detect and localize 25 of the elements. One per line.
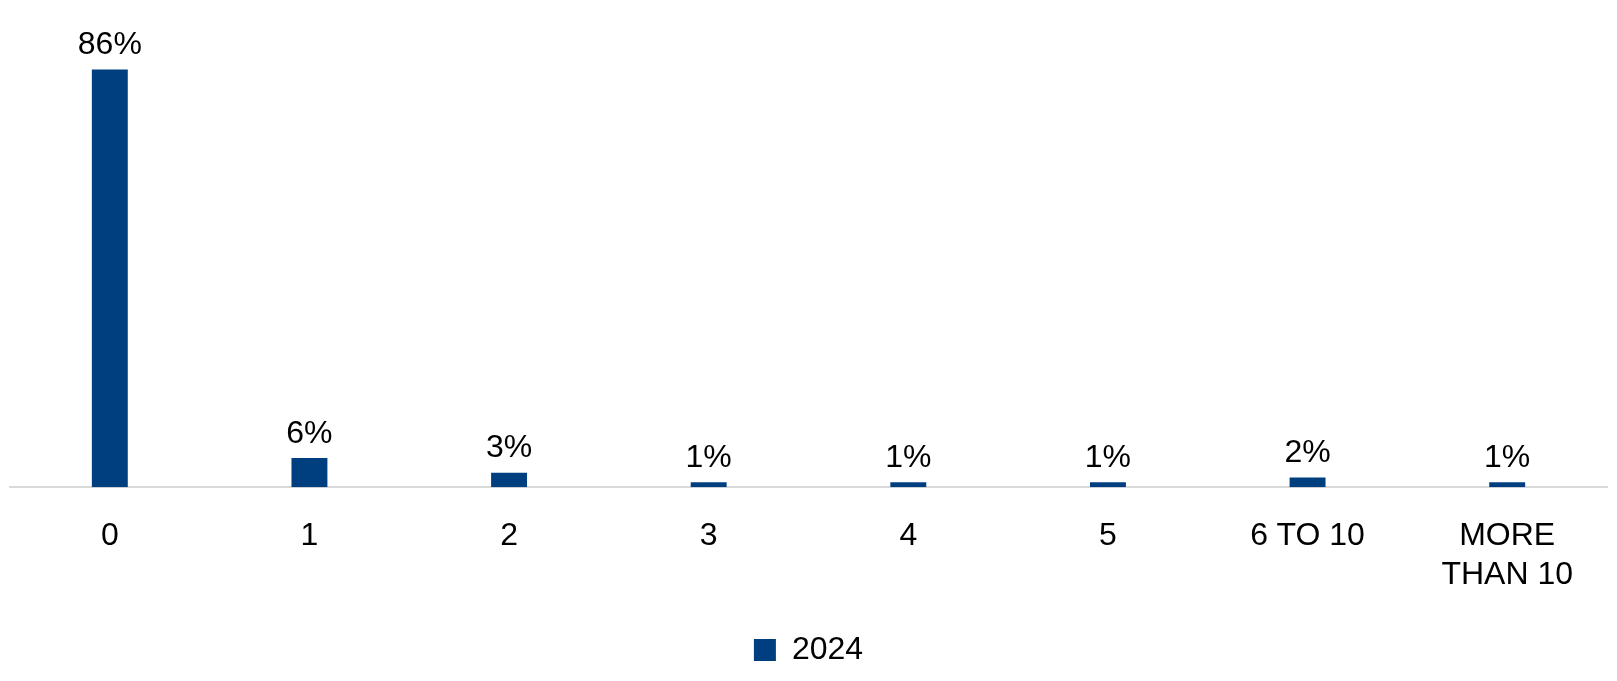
x-tick-label: 0 <box>100 516 119 553</box>
x-tick-label: MORE THAN 10 <box>1441 516 1573 591</box>
bar <box>291 458 328 488</box>
data-label: 1% <box>885 438 932 475</box>
bar <box>890 482 927 488</box>
x-tick-label: 2 <box>500 516 518 553</box>
legend-label: 2024 <box>791 629 864 666</box>
data-label: 2% <box>1284 433 1331 470</box>
data-label: 1% <box>1084 438 1132 475</box>
bar <box>491 472 528 488</box>
data-label: 1% <box>1484 438 1531 475</box>
x-tick-label: 1 <box>300 516 319 553</box>
x-tick-label: 3 <box>699 516 718 553</box>
data-label: 6% <box>286 413 333 450</box>
x-tick-label: 5 <box>1099 516 1117 553</box>
bar <box>1089 482 1126 488</box>
bar <box>690 482 727 488</box>
data-label: 86% <box>77 25 142 62</box>
x-tick-label: 4 <box>899 516 918 553</box>
x-tick-label: 6 TO 10 <box>1250 516 1365 553</box>
data-label: 1% <box>685 438 732 475</box>
bar <box>1489 482 1526 488</box>
bar <box>91 69 128 488</box>
data-label: 3% <box>485 428 533 465</box>
bar <box>1289 477 1326 488</box>
